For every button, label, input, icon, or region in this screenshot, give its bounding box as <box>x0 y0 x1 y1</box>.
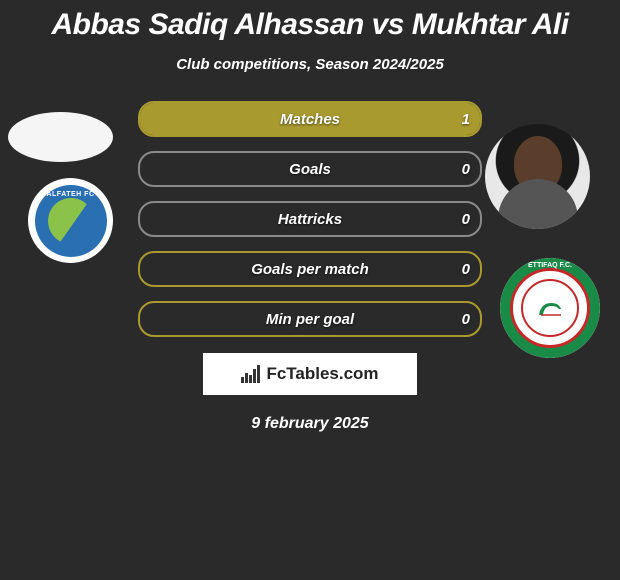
chart-icon <box>241 365 260 383</box>
stat-row: Hattricks0 <box>0 201 620 237</box>
stat-row: Goals0 <box>0 151 620 187</box>
stat-label: Goals <box>140 153 480 185</box>
stat-value-right: 0 <box>462 303 470 335</box>
stat-bar: Hattricks0 <box>138 201 482 237</box>
stat-label: Hattricks <box>140 203 480 235</box>
stat-bar: Matches1 <box>138 101 482 137</box>
stat-label: Matches <box>140 103 480 135</box>
stat-value-right: 0 <box>462 203 470 235</box>
stat-row: Min per goal0 <box>0 301 620 337</box>
brand-text: FcTables.com <box>266 364 378 384</box>
stat-bar: Goals0 <box>138 151 482 187</box>
stat-row: Matches1 <box>0 101 620 137</box>
stat-row: Goals per match0 <box>0 251 620 287</box>
comparison-card: Abbas Sadiq Alhassan vs Mukhtar Ali Club… <box>0 0 620 580</box>
stat-label: Min per goal <box>140 303 480 335</box>
stat-bar: Min per goal0 <box>138 301 482 337</box>
stat-value-right: 0 <box>462 153 470 185</box>
brand-box: FcTables.com <box>203 353 417 395</box>
stat-value-right: 0 <box>462 253 470 285</box>
page-title: Abbas Sadiq Alhassan vs Mukhtar Ali <box>0 0 620 42</box>
stat-label: Goals per match <box>140 253 480 285</box>
stat-value-right: 1 <box>462 103 470 135</box>
stats-area: Matches1Goals0Hattricks0Goals per match0… <box>0 101 620 337</box>
date-text: 9 february 2025 <box>0 415 620 433</box>
stat-bar: Goals per match0 <box>138 251 482 287</box>
page-subtitle: Club competitions, Season 2024/2025 <box>0 56 620 73</box>
